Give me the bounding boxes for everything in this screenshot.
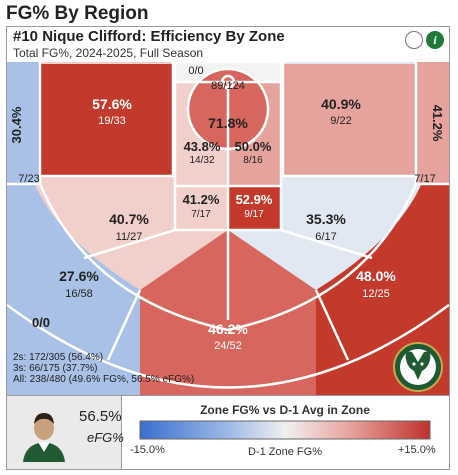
zone-left-baseline-mid-range xyxy=(40,64,173,176)
avatar xyxy=(19,404,69,462)
footer-divider xyxy=(7,395,449,396)
zone-makes-left-wing-3: 16/58 xyxy=(65,288,93,300)
shooting-summary: 2s: 172/305 (56.4%) 3s: 66/175 (37.7%) A… xyxy=(13,352,194,385)
summary-twos: 2s: 172/305 (56.4%) xyxy=(13,352,104,363)
zone-pct-lane-right: 50.0% xyxy=(235,139,272,154)
page-title: FG% By Region xyxy=(6,3,149,24)
legend-color-bar xyxy=(139,420,431,440)
legend-max-label: +15.0% xyxy=(398,444,436,456)
zone-makes-top-of-key-3: 24/52 xyxy=(214,340,242,352)
zone-right-baseline-mid-range xyxy=(283,64,416,176)
zone-pct-left-baseline: 57.6% xyxy=(92,96,132,112)
efg-value: 56.5% xyxy=(79,408,122,425)
chart-subtitle: Total FG%, 2024-2025, Full Season xyxy=(13,46,204,60)
zone-makes-left-corner-3: 7/23 xyxy=(18,173,39,185)
zone-pct-left-corner-3: 30.4% xyxy=(9,106,24,143)
zone-makes-left-baseline: 19/33 xyxy=(98,115,126,127)
zone-pct-top-of-key-3: 46.2% xyxy=(208,321,248,337)
zone-pct-restricted-area: 71.8% xyxy=(208,115,248,131)
legend-title: Zone FG% vs D-1 Avg in Zone xyxy=(200,403,370,417)
zone-makes-free-throw-left: 7/17 xyxy=(191,209,211,220)
zone-pct-right-corner-3: 41.2% xyxy=(430,105,445,142)
player-panel: 56.5% eFG% xyxy=(7,396,124,469)
info-icon[interactable]: i xyxy=(426,31,444,49)
zone-right-corner-3 xyxy=(416,62,449,184)
zone-pct-free-throw-left: 41.2% xyxy=(183,192,220,207)
team-logo-icon xyxy=(393,342,443,392)
zone-makes-right-corner-3: 7/17 xyxy=(414,173,435,185)
zone-pct-right-wing-3: 48.0% xyxy=(356,268,396,284)
legend-min-label: -15.0% xyxy=(130,444,165,456)
zone-makes-heave: 0/0 xyxy=(32,315,50,330)
options-button[interactable] xyxy=(405,31,423,49)
legend-mid-label: D-1 Zone FG% xyxy=(248,446,322,458)
zone-makes-right-wing-3: 12/25 xyxy=(362,288,390,300)
zone-makes-behind-basket: 0/0 xyxy=(188,65,203,77)
summary-all: All: 238/480 (49.6% FG%, 56.5% eFG%) xyxy=(13,374,195,385)
zone-makes-right-baseline: 9/22 xyxy=(330,115,351,127)
zone-makes-lane-right: 8/16 xyxy=(243,155,263,166)
zone-makes-right-elbow: 6/17 xyxy=(315,231,336,243)
zone-free-throw-right xyxy=(228,186,281,230)
zone-makes-lane-left: 14/32 xyxy=(189,155,214,166)
zone-pct-right-elbow: 35.3% xyxy=(306,211,346,227)
summary-threes: 3s: 66/175 (37.7%) xyxy=(13,363,98,374)
zone-pct-left-wing-3: 27.6% xyxy=(59,268,99,284)
zone-free-throw-left xyxy=(175,186,228,230)
zone-makes-left-elbow: 11/27 xyxy=(116,231,143,243)
zone-pct-left-elbow: 40.7% xyxy=(109,211,149,227)
zone-makes-restricted-area: 89/124 xyxy=(211,80,245,92)
efg-label: eFG% xyxy=(87,430,124,445)
zone-pct-right-baseline: 40.9% xyxy=(321,96,361,112)
zone-pct-free-throw-right: 52.9% xyxy=(236,192,273,207)
zone-left-corner-3 xyxy=(7,62,40,184)
zone-pct-lane-left: 43.8% xyxy=(184,139,221,154)
chart-title: #10 Nique Clifford: Efficiency By Zone xyxy=(13,28,285,45)
zone-makes-free-throw-right: 9/17 xyxy=(244,209,264,220)
